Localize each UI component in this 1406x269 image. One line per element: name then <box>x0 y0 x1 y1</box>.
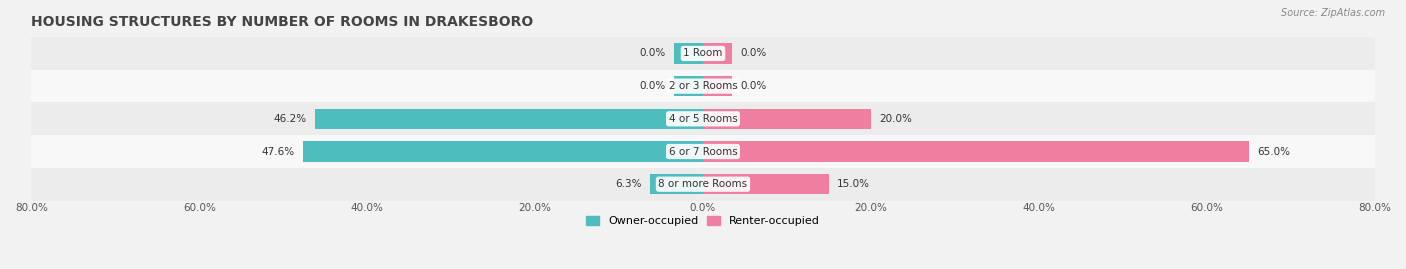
Bar <box>31 168 1375 200</box>
Bar <box>703 43 733 63</box>
Bar <box>31 70 1375 102</box>
Text: 6 or 7 Rooms: 6 or 7 Rooms <box>669 147 737 157</box>
Text: HOUSING STRUCTURES BY NUMBER OF ROOMS IN DRAKESBORO: HOUSING STRUCTURES BY NUMBER OF ROOMS IN… <box>31 15 534 29</box>
Bar <box>650 174 703 194</box>
Text: 47.6%: 47.6% <box>262 147 295 157</box>
Text: Source: ZipAtlas.com: Source: ZipAtlas.com <box>1281 8 1385 18</box>
Bar <box>31 135 1375 168</box>
Bar <box>31 37 1375 70</box>
Bar <box>703 109 870 129</box>
Legend: Owner-occupied, Renter-occupied: Owner-occupied, Renter-occupied <box>581 212 825 231</box>
Text: 0.0%: 0.0% <box>638 48 665 58</box>
Text: 15.0%: 15.0% <box>838 179 870 189</box>
Text: 8 or more Rooms: 8 or more Rooms <box>658 179 748 189</box>
Bar <box>703 76 733 96</box>
Text: 1 Room: 1 Room <box>683 48 723 58</box>
Bar <box>673 76 703 96</box>
Bar <box>703 141 1249 162</box>
Text: 0.0%: 0.0% <box>638 81 665 91</box>
Bar <box>315 109 703 129</box>
Bar <box>673 43 703 63</box>
Text: 0.0%: 0.0% <box>741 48 768 58</box>
Text: 4 or 5 Rooms: 4 or 5 Rooms <box>669 114 737 124</box>
Text: 2 or 3 Rooms: 2 or 3 Rooms <box>669 81 737 91</box>
Text: 6.3%: 6.3% <box>616 179 641 189</box>
Text: 65.0%: 65.0% <box>1257 147 1291 157</box>
Text: 46.2%: 46.2% <box>274 114 307 124</box>
Bar <box>703 174 830 194</box>
Text: 0.0%: 0.0% <box>741 81 768 91</box>
Bar <box>31 102 1375 135</box>
Bar <box>304 141 703 162</box>
Text: 20.0%: 20.0% <box>879 114 912 124</box>
